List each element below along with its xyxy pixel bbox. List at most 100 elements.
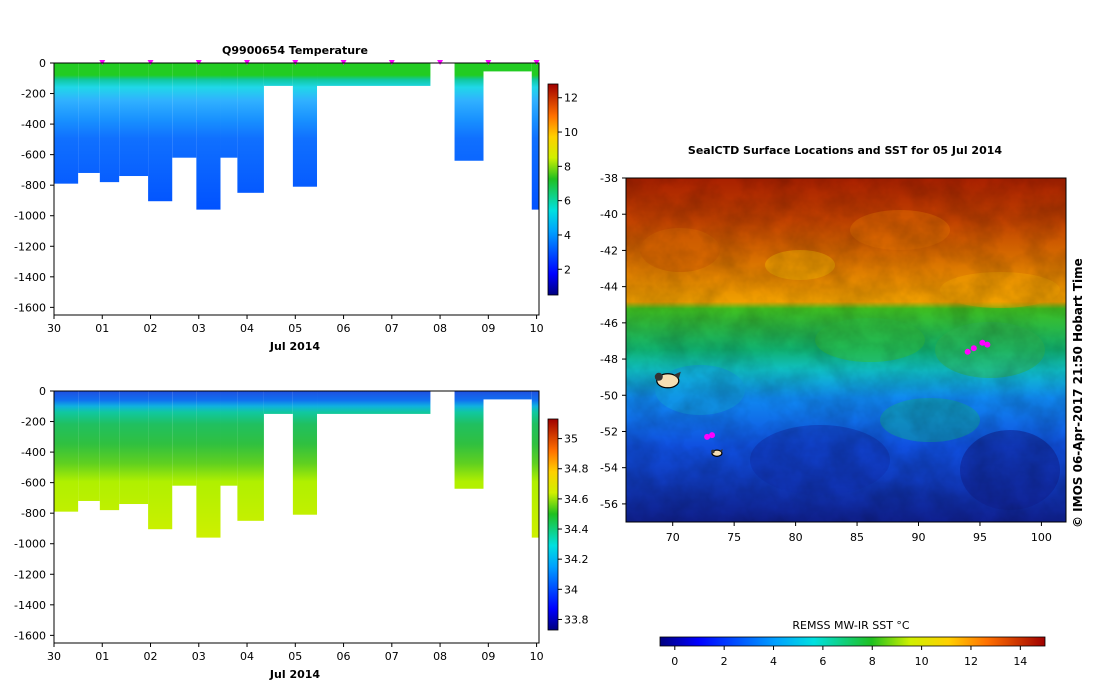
sst-colorbar	[659, 636, 1046, 647]
y-tick-label: -1200	[14, 568, 46, 581]
profile-column	[148, 391, 173, 530]
seal-location-dot	[970, 345, 977, 352]
colorbar-tick-label: 12	[564, 92, 578, 105]
sst-colorbar-tick-label: 14	[1013, 655, 1027, 668]
y-tick-label: -1400	[14, 599, 46, 612]
colorbar-tick-label: 6	[564, 195, 571, 208]
x-tick-label: 30	[47, 650, 61, 663]
profile-column	[531, 391, 539, 538]
lon-tick-label: 100	[1031, 531, 1052, 544]
sst-colorbar-tick-label: 10	[915, 655, 929, 668]
sst-colorbar-label: REMSS MW-IR SST °C	[792, 619, 910, 632]
profile-column	[237, 391, 264, 521]
profile-column	[172, 391, 197, 486]
seal-location-dot	[709, 432, 716, 439]
salinity-colorbar	[547, 418, 559, 631]
x-tick-label: 08	[433, 650, 447, 663]
x-tick-label: 05	[288, 322, 302, 335]
profile-column	[263, 63, 293, 86]
sst-field	[626, 178, 1066, 522]
lon-tick-label: 75	[727, 531, 741, 544]
temperature-section-panel: Q9900654 Temperature 0 -200 -400 -600 -800 -1…	[14, 44, 578, 353]
temperature-colorbar	[547, 83, 559, 296]
profile-column	[196, 391, 221, 538]
y-tick-label: -400	[21, 446, 46, 459]
y-tick-label: -1600	[14, 629, 46, 642]
salinity-x-axis-label: Jul 2014	[269, 668, 320, 681]
x-tick-label: 09	[481, 650, 495, 663]
profile-column	[531, 63, 539, 210]
y-tick-label: 0	[39, 385, 46, 398]
x-tick-label: 04	[240, 322, 254, 335]
x-tick-label: 07	[385, 650, 399, 663]
profile-column	[196, 63, 221, 210]
temperature-x-axis-label: Jul 2014	[269, 340, 320, 353]
lat-tick-label: -48	[600, 353, 618, 366]
x-tick-label: 01	[95, 650, 109, 663]
salinity-profiles	[54, 391, 539, 538]
temperature-plot-frame	[53, 62, 540, 316]
y-tick-label: -1400	[14, 271, 46, 284]
profile-column	[220, 63, 238, 158]
x-tick-label: 06	[337, 650, 351, 663]
x-tick-label: 05	[288, 650, 302, 663]
lon-tick-label: 80	[789, 531, 803, 544]
profile-column	[54, 63, 79, 184]
x-tick-label: 09	[481, 322, 495, 335]
sst-map-panel: SealCTD Surface Locations and SST for 05…	[600, 144, 1085, 668]
profile-column	[237, 63, 264, 193]
sst-colorbar-tick-label: 12	[964, 655, 978, 668]
profile-column	[317, 63, 431, 86]
y-tick-label: -600	[21, 149, 46, 162]
profile-column	[119, 391, 149, 505]
colorbar-tick-label: 35	[564, 433, 578, 446]
lat-tick-label: -42	[600, 244, 618, 257]
y-tick-label: 0	[39, 57, 46, 70]
sst-colorbar-tick-label: 2	[721, 655, 728, 668]
colorbar-tick-label: 4	[564, 229, 571, 242]
x-tick-label: 01	[95, 322, 109, 335]
lat-tick-label: -38	[600, 172, 618, 185]
x-tick-label: 02	[144, 650, 158, 663]
colorbar-tick-label: 34.8	[564, 463, 589, 476]
y-tick-label: -800	[21, 507, 46, 520]
y-tick-label: -1600	[14, 301, 46, 314]
x-tick-label: 30	[47, 322, 61, 335]
y-tick-label: -600	[21, 477, 46, 490]
seal-head	[711, 449, 715, 454]
sst-colorbar-tick-label: 4	[770, 655, 777, 668]
colorbar-tick-label: 34	[564, 583, 578, 596]
seal-flipper	[719, 449, 723, 453]
seal-location-dot	[964, 348, 971, 355]
profile-column	[78, 391, 100, 501]
profile-column	[148, 63, 173, 202]
colorbar-tick-label: 8	[564, 160, 571, 173]
seal-icon	[654, 371, 681, 389]
y-tick-label: -800	[21, 179, 46, 192]
temperature-profiles	[54, 63, 539, 210]
y-tick-label: -200	[21, 88, 46, 101]
lon-tick-label: 70	[666, 531, 680, 544]
sst-colorbar-tick-label: 8	[869, 655, 876, 668]
colorbar-tick-label: 34.2	[564, 553, 589, 566]
y-tick-label: -1000	[14, 210, 46, 223]
sst-colorbar-tick-label: 0	[671, 655, 678, 668]
seal-location-dot	[704, 433, 711, 440]
seal-surface-locations	[654, 339, 991, 457]
colorbar-tick-label: 34.4	[564, 523, 589, 536]
profile-column	[292, 63, 318, 187]
y-tick-label: -200	[21, 416, 46, 429]
temperature-colorbar-ticks: 2 4 6 8 10 12	[558, 92, 578, 276]
seal-location-dot	[984, 341, 991, 348]
profile-column	[54, 391, 79, 512]
profile-column	[454, 391, 484, 489]
profile-column	[454, 63, 484, 161]
x-tick-label: 10	[530, 322, 544, 335]
x-tick-label: 06	[337, 322, 351, 335]
y-tick-label: -1000	[14, 538, 46, 551]
sst-map-axes: 70 75 80 85 90 95 100 -38 -40 -42 -44 -46 -48 -50 -52 -…	[600, 172, 1052, 544]
